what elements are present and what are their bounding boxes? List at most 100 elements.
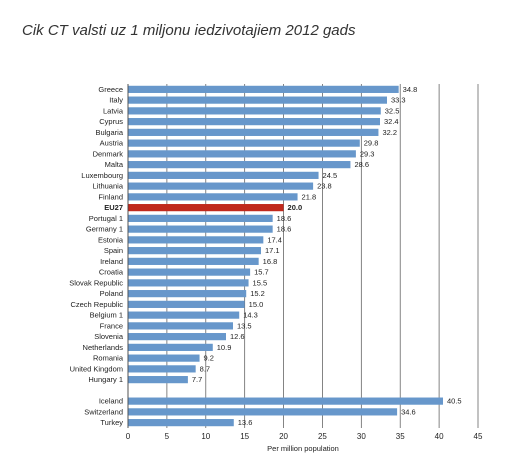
y-tick-label: Netherlands <box>83 343 124 352</box>
value-label: 32.4 <box>384 117 399 126</box>
bar <box>128 182 314 190</box>
bar <box>128 236 264 244</box>
value-label: 15.7 <box>254 268 269 277</box>
value-label: 12.6 <box>230 332 245 341</box>
x-tick-label: 10 <box>201 432 210 441</box>
chart-title: Cik CT valsti uz 1 miljonu iedzivotajiem… <box>22 22 356 39</box>
value-label: 24.5 <box>323 171 338 180</box>
bar <box>128 300 245 308</box>
value-label: 34.6 <box>401 407 416 416</box>
x-tick-label: 20 <box>279 432 288 441</box>
bar <box>128 150 356 158</box>
y-tick-label: Estonia <box>98 235 124 244</box>
bar <box>128 107 381 115</box>
y-tick-label: Latvia <box>103 106 124 115</box>
x-tick-label: 0 <box>126 432 131 441</box>
value-label: 13.5 <box>237 321 252 330</box>
bar <box>128 85 399 93</box>
bar <box>128 171 319 179</box>
bar <box>128 408 398 416</box>
y-tick-label: Romania <box>93 354 124 363</box>
value-label: 18.6 <box>277 214 292 223</box>
bar <box>128 397 443 405</box>
y-tick-label: Poland <box>100 289 123 298</box>
x-tick-label: 15 <box>240 432 249 441</box>
y-tick-label: Belgium 1 <box>90 311 123 320</box>
y-tick-label: Ireland <box>100 257 123 266</box>
bar <box>128 139 360 147</box>
value-label: 23.8 <box>317 182 332 191</box>
value-label: 9.2 <box>204 354 214 363</box>
value-label: 32.5 <box>385 106 400 115</box>
x-tick-label: 40 <box>435 432 444 441</box>
value-label: 8.7 <box>200 364 210 373</box>
value-label: 15.2 <box>250 289 265 298</box>
x-axis-label: Per million population <box>267 444 339 453</box>
y-tick-label: Cyprus <box>99 117 123 126</box>
bar <box>128 322 233 330</box>
y-tick-label: EU27 <box>104 203 123 212</box>
bar <box>128 247 261 255</box>
value-label: 34.8 <box>403 85 418 94</box>
value-label: 16.8 <box>263 257 278 266</box>
bar <box>128 343 213 351</box>
y-tick-label: Czech Republic <box>70 300 123 309</box>
y-tick-label: Croatia <box>99 268 124 277</box>
value-label: 14.3 <box>243 311 258 320</box>
x-tick-label: 45 <box>474 432 483 441</box>
y-tick-label: Germany 1 <box>86 225 123 234</box>
y-tick-label: Luxembourg <box>81 171 123 180</box>
y-tick-label: Slovak Republic <box>69 278 123 287</box>
value-label: 40.5 <box>447 397 462 406</box>
value-label: 20.0 <box>288 203 303 212</box>
bar <box>128 268 251 276</box>
x-tick-label: 35 <box>396 432 405 441</box>
bar <box>128 365 196 373</box>
y-tick-label: Austria <box>100 139 124 148</box>
bar <box>128 204 284 212</box>
value-label: 17.1 <box>265 246 280 255</box>
x-tick-label: 5 <box>165 432 170 441</box>
y-tick-label: Portugal 1 <box>89 214 123 223</box>
bar <box>128 419 234 427</box>
value-label: 29.8 <box>364 139 379 148</box>
bar <box>128 290 247 298</box>
y-tick-label: Bulgaria <box>95 128 123 137</box>
y-tick-label: Spain <box>104 246 123 255</box>
y-tick-label: United Kingdom <box>70 364 123 373</box>
bar <box>128 279 249 287</box>
bar <box>128 118 380 126</box>
bar <box>128 376 188 384</box>
value-label: 21.8 <box>302 192 317 201</box>
bar <box>128 161 351 169</box>
y-tick-label: Slovenia <box>94 332 124 341</box>
bar <box>128 354 200 362</box>
y-tick-label: Switzerland <box>84 407 123 416</box>
value-label: 10.9 <box>217 343 232 352</box>
y-tick-label: Malta <box>105 160 124 169</box>
y-tick-label: Finland <box>98 192 123 201</box>
value-label: 15.5 <box>253 278 268 287</box>
bar <box>128 96 387 104</box>
y-tick-label: Denmark <box>93 149 124 158</box>
bar <box>128 193 298 201</box>
value-label: 29.3 <box>360 149 375 158</box>
value-label: 18.6 <box>277 225 292 234</box>
value-label: 7.7 <box>192 375 202 384</box>
y-tick-label: Iceland <box>99 397 123 406</box>
x-tick-label: 25 <box>318 432 327 441</box>
bar <box>128 257 259 265</box>
y-tick-label: Turkey <box>100 418 123 427</box>
bar <box>128 333 226 341</box>
value-label: 28.6 <box>354 160 369 169</box>
y-tick-label: Lithuania <box>93 182 124 191</box>
bar <box>128 311 240 319</box>
y-tick-label: Hungary 1 <box>88 375 123 384</box>
y-tick-label: Greece <box>98 85 123 94</box>
value-label: 17.4 <box>267 235 282 244</box>
bar <box>128 128 379 136</box>
bar <box>128 225 273 233</box>
y-tick-label: Italy <box>109 96 123 105</box>
